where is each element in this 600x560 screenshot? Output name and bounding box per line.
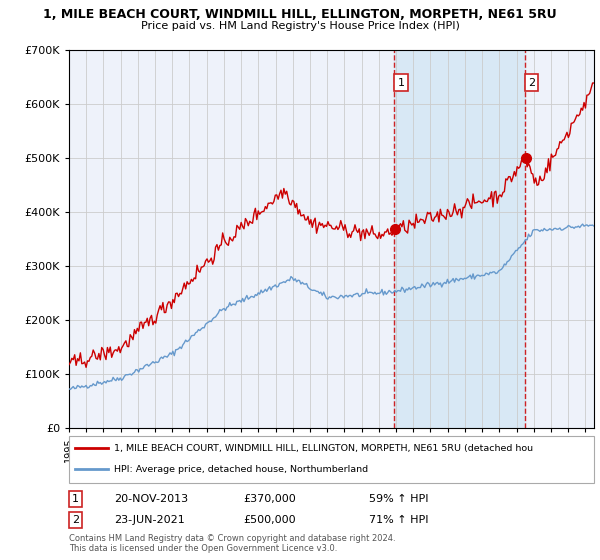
Text: Contains HM Land Registry data © Crown copyright and database right 2024.
This d: Contains HM Land Registry data © Crown c… bbox=[69, 534, 395, 553]
Text: 1, MILE BEACH COURT, WINDMILL HILL, ELLINGTON, MORPETH, NE61 5RU (detached hou: 1, MILE BEACH COURT, WINDMILL HILL, ELLI… bbox=[114, 444, 533, 452]
Text: 2: 2 bbox=[72, 515, 79, 525]
Text: 59% ↑ HPI: 59% ↑ HPI bbox=[369, 494, 428, 504]
Text: £500,000: £500,000 bbox=[243, 515, 296, 525]
Text: HPI: Average price, detached house, Northumberland: HPI: Average price, detached house, Nort… bbox=[114, 465, 368, 474]
Text: 2: 2 bbox=[528, 77, 535, 87]
Bar bbox=[394, 50, 525, 428]
Text: £370,000: £370,000 bbox=[243, 494, 296, 504]
Text: 20-NOV-2013: 20-NOV-2013 bbox=[114, 494, 188, 504]
Text: 23-JUN-2021: 23-JUN-2021 bbox=[114, 515, 185, 525]
Text: 1: 1 bbox=[397, 77, 404, 87]
Text: Price paid vs. HM Land Registry's House Price Index (HPI): Price paid vs. HM Land Registry's House … bbox=[140, 21, 460, 31]
Text: 1: 1 bbox=[72, 494, 79, 504]
Text: 1, MILE BEACH COURT, WINDMILL HILL, ELLINGTON, MORPETH, NE61 5RU: 1, MILE BEACH COURT, WINDMILL HILL, ELLI… bbox=[43, 8, 557, 21]
Text: 71% ↑ HPI: 71% ↑ HPI bbox=[369, 515, 428, 525]
